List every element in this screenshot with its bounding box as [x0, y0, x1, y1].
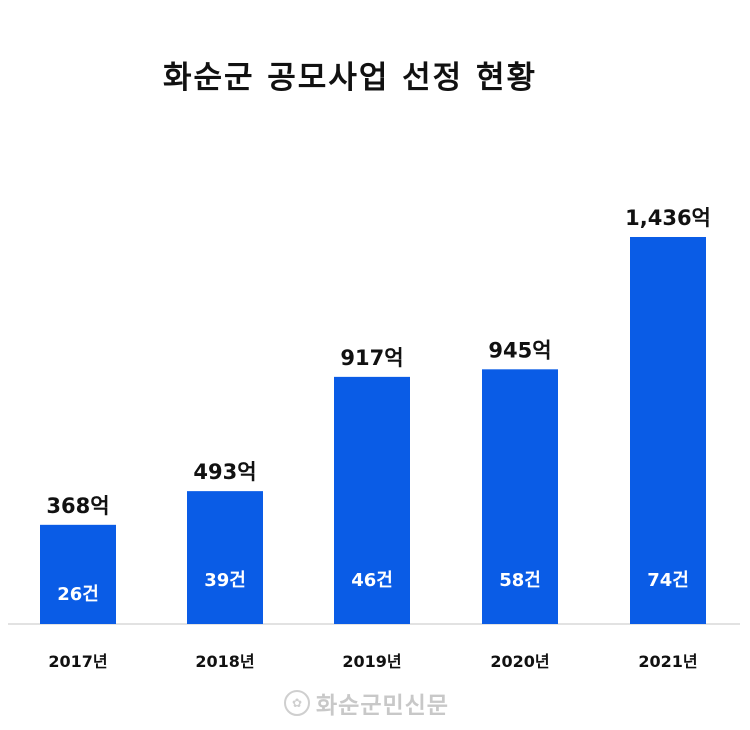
- value-label-1: 368억: [46, 494, 109, 518]
- count-label-2: 39건: [204, 570, 246, 591]
- bar-5: [630, 236, 706, 625]
- bar-2: [187, 491, 263, 624]
- watermark-text: 화순군민신문: [316, 693, 449, 719]
- x-tick-label-1: 2017년: [48, 652, 107, 671]
- watermark-logo: ✿ 화순군민신문: [284, 686, 449, 720]
- bar-4: [482, 369, 558, 624]
- seal-icon: ✿: [284, 690, 310, 716]
- value-label-2: 493억: [193, 460, 256, 484]
- x-tick-label-2: 2018년: [195, 652, 254, 671]
- value-label-3: 917억: [340, 346, 403, 370]
- count-label-4: 58건: [499, 570, 541, 591]
- x-tick-label-3: 2019년: [342, 652, 401, 671]
- x-tick-label-5: 2021년: [638, 652, 697, 671]
- value-label-4: 945억: [488, 338, 551, 362]
- count-label-1: 26건: [57, 584, 99, 605]
- bar-3: [334, 376, 410, 624]
- count-label-5: 74건: [647, 570, 689, 591]
- value-label-5: 1,436억: [625, 206, 711, 230]
- x-tick-label-4: 2020년: [490, 652, 549, 671]
- chart-title: 화순군 공모사업 선정 현황: [162, 60, 538, 96]
- bar-1: [40, 524, 116, 624]
- count-label-3: 46건: [351, 570, 393, 591]
